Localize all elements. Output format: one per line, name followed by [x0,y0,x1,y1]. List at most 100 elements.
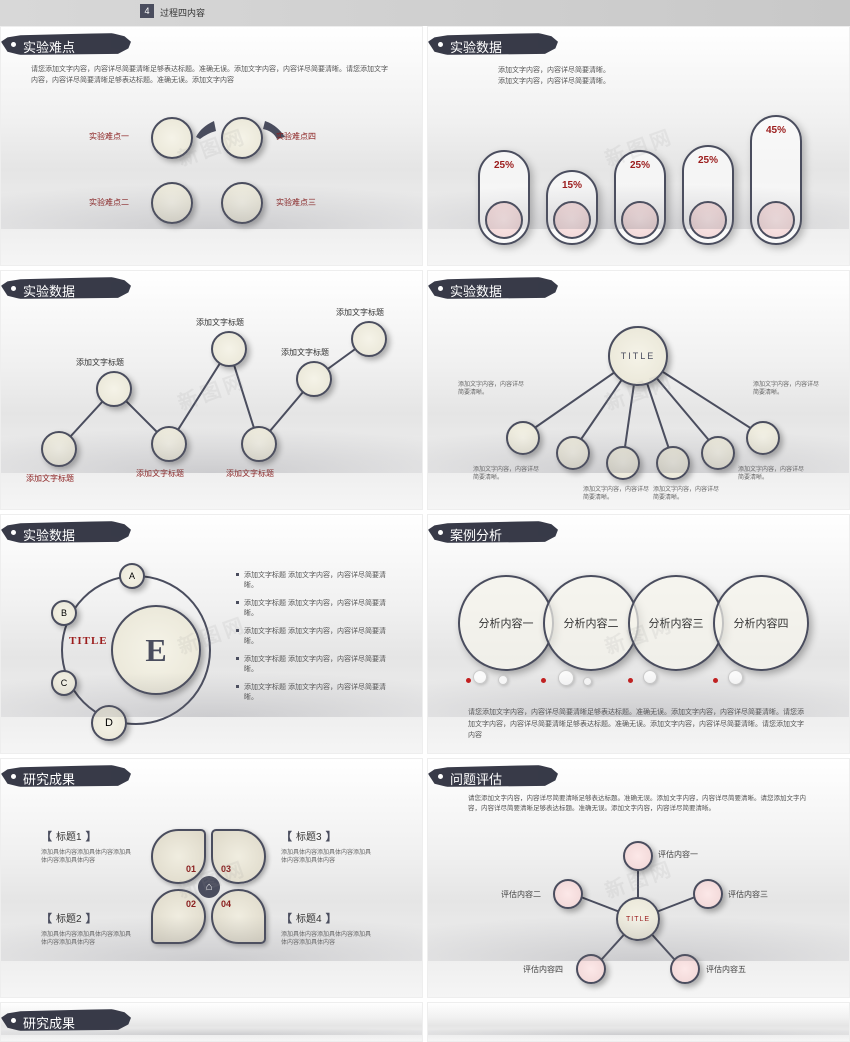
star-lines [428,759,849,997]
slide-data-pills: 实验数据 添加文字内容，内容详尽简要清晰。添加文字内容，内容详尽简要清晰。 25… [427,26,850,266]
node-label: 添加文字标题 [136,468,184,479]
spoke-label: 添加文字内容，内容详尽简要清晰。 [753,381,823,398]
slide-cut [427,1002,850,1042]
eval-label: 评估内容一 [658,849,698,860]
spoke-label: 添加文字内容，内容详尽简要清晰。 [473,466,543,483]
top-banner [0,0,850,26]
spoke-label: 添加文字内容，内容详尽简要清晰。 [738,466,808,483]
result-block: 【标题4】 添加具体内容添加具体内容添加具体内容添加具体内容 [281,909,376,948]
result-block: 【标题3】 添加具体内容添加具体内容添加具体内容添加具体内容 [281,827,376,866]
spoke-circle [556,436,590,470]
result-block: 【标题1】 添加具体内容添加具体内容添加具体内容添加具体内容 [41,827,136,866]
orbit-letter: C [51,670,77,696]
slide-title: 研究成果 [9,767,83,790]
slide-data-fan: 实验数据 TITLE 添加文字内容，内容详尽简要清晰。 添加文字内容，内容详尽简… [427,270,850,510]
node-label: 添加文字标题 [336,307,384,318]
diff-circle [221,182,263,224]
bubble [498,675,508,685]
diff-label: 实验难点四 [276,131,316,142]
slide-title: 实验数据 [9,523,83,546]
slide-title: 问题评估 [436,767,510,790]
node-label: 添加文字标题 [76,357,124,368]
node-label: 添加文字标题 [26,473,74,484]
slide-title: 实验数据 [436,35,510,58]
slide-data-zigzag: 实验数据 添加文字标题 添加文字标题 添加文字标题 添加文字标题 添加文字标题 … [0,270,423,510]
diff-circle [151,117,193,159]
diff-label: 实验难点二 [89,197,129,208]
node-label: 添加文字标题 [196,317,244,328]
bubble [473,670,487,684]
pill-desc: 添加文字内容，内容详尽简要清晰。添加文字内容，内容详尽简要清晰。 [498,65,610,87]
spoke-label: 添加文字内容，内容详尽简要清晰。 [458,381,528,398]
spoke-circle [746,421,780,455]
eval-center: TITLE [616,897,660,941]
result-block: 【标题2】 添加具体内容添加具体内容添加具体内容添加具体内容 [41,909,136,948]
spoke-label: 添加文字内容，内容详尽简要清晰。 [583,486,653,503]
node-circle [351,321,387,357]
slide-title: 实验数据 [9,279,83,302]
analysis-ring: 分析内容三 [628,575,724,671]
data-pill: 15% [546,170,598,245]
analysis-ring: 分析内容一 [458,575,554,671]
red-dot [466,678,471,683]
node-circle [41,431,77,467]
title-brush: 实验难点 [9,35,83,58]
bubble [728,670,743,685]
diff-label: 实验难点一 [89,131,129,142]
bubble [558,670,574,686]
fan-center: TITLE [608,326,668,386]
data-pill: 45% [750,115,802,245]
eval-label: 评估内容三 [728,889,768,900]
diff-circle [151,182,193,224]
spoke-circle [656,446,690,480]
orbit-letter: D [91,705,127,741]
eval-node [623,841,653,871]
analysis-ring: 分析内容四 [713,575,809,671]
eval-label: 评估内容二 [501,889,541,900]
node-circle [96,371,132,407]
orbit-title: TITLE [69,635,108,647]
petal: 02 [151,889,206,944]
slide-title: 实验难点 [9,35,83,58]
eval-node [576,954,606,984]
eval-node [670,954,700,984]
petal: 01 [151,829,206,884]
slide-data-orbit: 实验数据 E TITLE A B C D 添加文字标题 添加文字内容，内容详尽简… [0,514,423,754]
spoke-circle [606,446,640,480]
orbit-letter: A [119,563,145,589]
eval-label: 评估内容五 [706,964,746,975]
data-pill: 25% [682,145,734,245]
slide-title: 实验数据 [436,279,510,302]
spoke-label: 添加文字内容，内容详尽简要清晰。 [653,486,723,503]
red-dot [628,678,633,683]
node-circle [211,331,247,367]
slide-title: 案例分析 [436,523,510,546]
data-pill: 25% [478,150,530,245]
speech-tail [196,119,218,139]
diff-label: 实验难点三 [276,197,316,208]
red-dot [713,678,718,683]
analysis-desc: 请您添加文字内容，内容详尽简要清晰足够表达标题。准确无误。添加文字内容，内容详尽… [428,703,849,745]
orbit-center: E [111,605,201,695]
slide-grid: 实验难点 请您添加文字内容，内容详尽简要清晰足够表达标题。准确无误。添加文字内容… [0,26,850,1042]
bubble [583,677,592,686]
node-label: 添加文字标题 [281,347,329,358]
analysis-ring: 分析内容二 [543,575,639,671]
eval-node [693,879,723,909]
bubble [643,670,657,684]
home-icon: ⌂ [198,876,220,898]
slide-results-petals: 研究成果 01 03 02 04 ⌂ 【标题1】 添加具体内容添加具体内容添加具… [0,758,423,998]
eval-label: 评估内容四 [523,964,563,975]
node-circle [151,426,187,462]
slide-cut: 研究成果 [0,1002,423,1042]
slide-desc: 请您添加文字内容，内容详尽简要清晰足够表达标题。准确无误。添加文字内容，内容详尽… [1,58,422,92]
orbit-letter: B [51,600,77,626]
petal: 04 [211,889,266,944]
eval-node [553,879,583,909]
spoke-circle [701,436,735,470]
orbit-points: 添加文字标题 添加文字内容，内容详尽简要清晰。 添加文字标题 添加文字内容，内容… [236,570,396,710]
node-label: 添加文字标题 [226,468,274,479]
spoke-circle [506,421,540,455]
slide-case-analysis: 案例分析 分析内容一 分析内容二 分析内容三 分析内容四 请您添加文字内容，内容… [427,514,850,754]
petal: 03 [211,829,266,884]
